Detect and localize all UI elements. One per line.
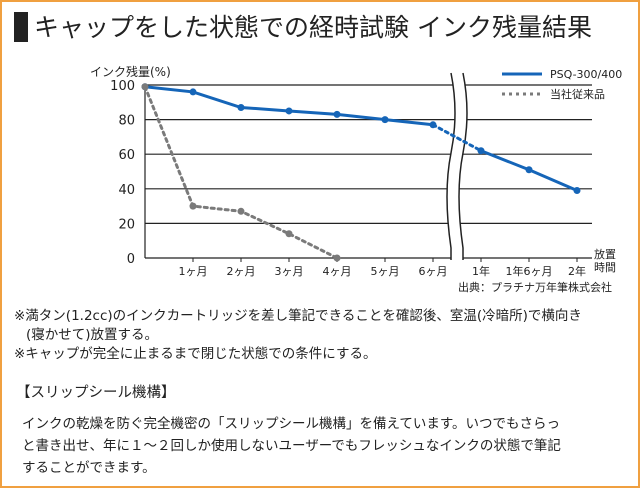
section-text: インクの乾燥を防ぐ完全機密の「スリップシール機構」を備えています。いつでもさらっ <box>22 415 560 432</box>
point <box>237 103 245 111</box>
x-tick-label: 1ヶ月 <box>179 265 208 278</box>
point <box>573 187 581 195</box>
y-tick-label: 60 <box>118 148 135 163</box>
x-tick-label: 1年6ヶ月 <box>506 264 553 278</box>
y-tick-label: 0 <box>127 252 135 267</box>
point <box>189 202 197 210</box>
series-line <box>431 123 483 153</box>
note: ※満タン(1.2cc)のインクカートリッジを差し筆記できることを確認後、室温(冷… <box>14 307 582 324</box>
point <box>285 107 293 115</box>
y-tick-label: 40 <box>118 183 135 198</box>
x-axis-label: 放置 <box>594 247 616 261</box>
axis-break <box>458 72 468 260</box>
x-axis-label: 時間 <box>594 261 616 274</box>
y-tick-label: 20 <box>118 217 135 232</box>
y-tick-label: 100 <box>110 79 135 94</box>
x-tick-label: 4ヶ月 <box>323 265 352 278</box>
point <box>333 254 341 262</box>
x-tick-label: 6ヶ月 <box>419 265 448 278</box>
x-tick-label: 2年 <box>568 264 586 278</box>
section-text: と書き出せ、年に１～２回しか使用しないユーザーでもフレッシュなインクの状態で筆記 <box>22 437 561 454</box>
axis-break <box>446 72 456 260</box>
point <box>381 116 389 124</box>
y-axis-label: インク残量(%) <box>90 65 171 79</box>
point <box>141 83 149 91</box>
point <box>237 207 245 215</box>
x-tick-label: 1年 <box>472 264 490 278</box>
source: 出典：プラチナ万年筆株式会社 <box>458 280 612 294</box>
title: キャップをした状態での経時試験 インク残量結果 <box>34 13 592 42</box>
x-tick-label: 3ヶ月 <box>275 265 304 278</box>
x-tick-label: 5ヶ月 <box>371 265 400 278</box>
point <box>285 230 293 238</box>
point <box>525 166 533 174</box>
title-marker <box>14 12 28 42</box>
note: (寝かせて)放置する。 <box>26 326 158 343</box>
point <box>477 147 485 155</box>
section-text: することができます。 <box>22 460 156 476</box>
legend-label: 当社従来品 <box>550 87 605 101</box>
legend-label: PSQ-300/400 <box>550 68 622 81</box>
point <box>429 121 437 129</box>
axis-break-gap <box>447 73 467 260</box>
y-tick-label: 80 <box>118 114 135 129</box>
x-tick-label: 2ヶ月 <box>227 265 256 278</box>
note: ※キャップが完全に止まるまで閉じた状態での条件にする。 <box>14 345 376 362</box>
section-heading: 【スリップシール機構】 <box>16 384 176 401</box>
point <box>189 88 197 96</box>
point <box>333 110 341 118</box>
